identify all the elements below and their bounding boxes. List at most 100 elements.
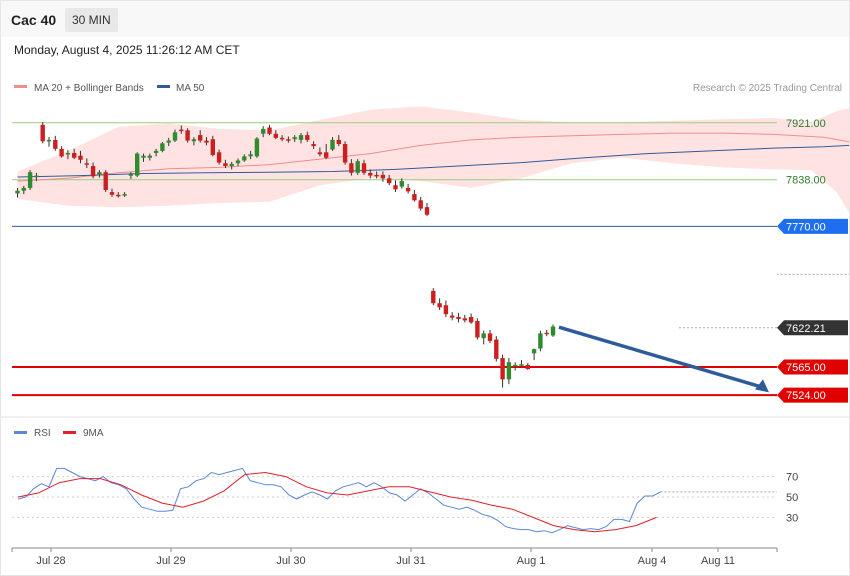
candle-63: [412, 190, 417, 202]
candle-3: [34, 172, 39, 182]
candle-75: [487, 329, 493, 344]
candle-54: [355, 159, 360, 175]
candle-61: [399, 178, 404, 189]
forecast-arrow-shaft: [558, 325, 764, 390]
candle-body: [387, 178, 392, 184]
candle-body: [519, 364, 524, 366]
ma20-line: [17, 132, 849, 182]
candle-76: [494, 336, 499, 362]
candle-body: [279, 137, 285, 140]
candle-body: [305, 135, 310, 140]
candle-78: [506, 358, 512, 385]
candle-body: [336, 139, 341, 145]
candle-0: [15, 187, 20, 198]
candle-body: [191, 139, 197, 142]
candle-22: [153, 148, 159, 157]
candle-body: [550, 326, 556, 336]
candle-body: [412, 194, 417, 201]
candle-body: [179, 129, 184, 132]
candle-8: [65, 150, 71, 160]
candle-body: [431, 290, 436, 304]
candle-36: [242, 154, 247, 162]
candle-72: [468, 313, 474, 324]
candle-67: [437, 298, 442, 311]
candle-18: [128, 172, 134, 180]
candle-body: [185, 130, 190, 141]
forecast-arrow-head: [755, 379, 769, 393]
candle-42: [279, 135, 285, 142]
candle-body: [40, 124, 45, 142]
candle-body: [374, 174, 379, 177]
candle-body: [380, 174, 386, 179]
rsi-tick-label-50: 50: [786, 492, 798, 504]
candle-body: [116, 194, 121, 197]
candle-body: [531, 349, 537, 354]
candle-74: [481, 330, 486, 345]
candle-51: [336, 135, 341, 147]
candle-body: [456, 316, 461, 319]
candle-30: [204, 137, 209, 146]
legend-label-ma50: MA 50: [176, 83, 205, 94]
candle-body: [355, 161, 360, 173]
candle-body: [494, 339, 499, 359]
candle-body: [525, 364, 530, 370]
candle-56: [368, 169, 373, 179]
price-legend: MA 20 + Bollinger Bands MA 50 Research ©…: [14, 83, 842, 94]
candle-body: [242, 156, 247, 161]
candle-body: [53, 139, 58, 149]
timeframe-selector[interactable]: 30 MIN: [65, 8, 118, 32]
bollinger-band-area: [17, 106, 849, 213]
candlesticks: [15, 122, 556, 388]
candle-body: [399, 181, 404, 187]
candle-44: [292, 135, 297, 142]
top-bar: Cac 40 30 MIN: [1, 1, 849, 37]
candle-29: [198, 130, 203, 143]
rsi-grid: 70 50 30: [12, 472, 798, 524]
rsi-line: [17, 467, 661, 534]
candle-2: [27, 170, 33, 191]
candle-body: [443, 305, 449, 315]
candle-73: [475, 318, 480, 340]
candle-body: [15, 190, 20, 194]
x-tick-label-6: Aug 11: [701, 555, 735, 567]
forecast-arrow: [558, 325, 769, 393]
level-label-7524.00: 7524.00: [786, 390, 826, 402]
candle-39: [261, 126, 266, 138]
candle-body: [210, 139, 215, 156]
candle-57: [374, 171, 379, 179]
level-label-bg-7622.21: [777, 320, 848, 336]
candle-body: [286, 139, 291, 141]
legend-label-9ma: 9MA: [83, 428, 104, 439]
candle-body: [292, 137, 297, 140]
candle-body: [204, 140, 209, 143]
level-label-bg-7524.00: [777, 387, 848, 403]
instrument-name: Cac 40: [11, 12, 57, 28]
candle-body: [261, 128, 266, 134]
level-label-7622.21: 7622.21: [786, 323, 826, 335]
x-tick-label-2: Jul 30: [276, 555, 305, 567]
candle-16: [116, 192, 121, 198]
level-label-bg-7770.00: [777, 218, 848, 234]
candle-77: [500, 354, 505, 388]
candle-26: [179, 125, 184, 134]
candle-body: [78, 155, 83, 160]
legend-label-rsi: RSI: [34, 428, 51, 439]
candle-81: [525, 362, 530, 370]
candle-43: [286, 136, 291, 143]
candle-32: [216, 149, 222, 165]
candle-66: [431, 288, 436, 306]
candle-5: [46, 137, 52, 147]
candle-14: [103, 170, 108, 193]
candle-body: [324, 152, 329, 158]
bollinger-bands: [17, 106, 849, 213]
candle-41: [273, 130, 278, 140]
candle-body: [405, 187, 411, 192]
x-tick-label-3: Jul 31: [396, 555, 425, 567]
candle-body: [103, 172, 108, 191]
candle-body: [513, 364, 518, 367]
legend-swatch-rsi: [14, 431, 27, 434]
rsi-lines: [17, 467, 777, 534]
level-labels: 7921.00 7838.00 7770.00 7622.21 7565.00 7524.…: [777, 118, 848, 403]
x-tick-label-5: Aug 4: [638, 555, 667, 567]
candle-body: [90, 165, 96, 177]
